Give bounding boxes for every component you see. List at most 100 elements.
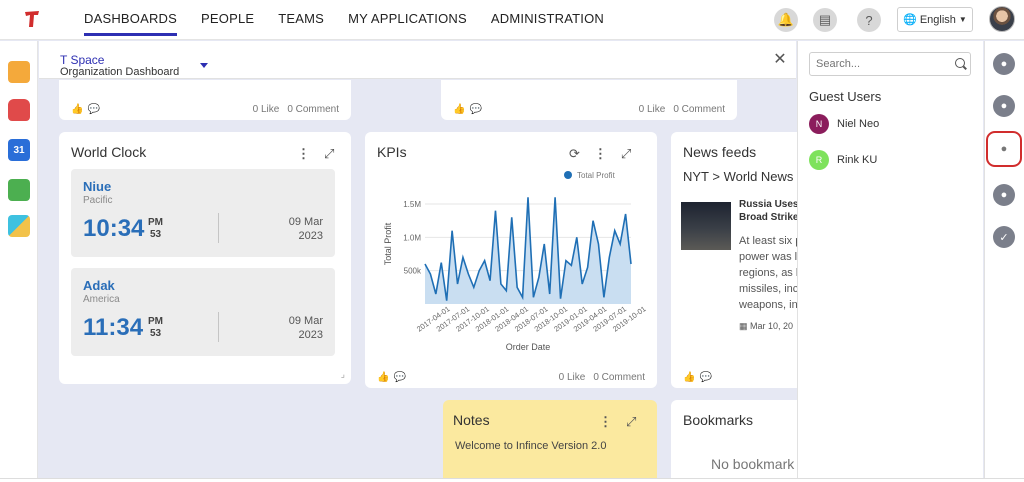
clock-ampm: PM (148, 316, 163, 327)
partial-widget-card: 👍 💬 0 Like 0 Comment (441, 80, 737, 120)
resize-handle-icon[interactable]: ⌟ (340, 369, 345, 379)
reaction-icons[interactable]: 👍 💬 (71, 104, 100, 115)
nav-people[interactable]: PEOPLE (201, 11, 255, 26)
top-navigation: DASHBOARDS PEOPLE TEAMS MY APPLICATIONS … (0, 0, 1024, 40)
folder-app-icon[interactable] (8, 61, 30, 83)
comment-icon[interactable]: 💬 (393, 371, 406, 383)
clock-entry: Adak America 11:34 PM 53 09 Mar 2023 (71, 268, 335, 356)
caret-down-icon: ▼ (958, 15, 967, 24)
dashboard-name[interactable]: Organization Dashboard (60, 66, 180, 78)
y-tick-label: 500k (404, 267, 422, 276)
user-name: Niel Neo (837, 118, 880, 130)
search-input[interactable] (809, 52, 971, 76)
like-count: 0 Like (252, 103, 280, 115)
kpi-chart: 500k1.0M1.5M2017-04-012017-07-012017-10-… (383, 171, 648, 352)
clock-region: America (83, 294, 120, 305)
widget-title: Bookmarks (683, 412, 754, 428)
app-rail: 31 (0, 41, 38, 482)
search-icon[interactable] (955, 58, 965, 68)
widget-title: Notes (453, 412, 490, 428)
group-icon[interactable]: ● (993, 184, 1015, 206)
card-footer: 👍 💬 0 Like 0 Comment (441, 98, 737, 120)
calendar-app-icon[interactable]: 31 (8, 139, 30, 161)
x-axis-title: Order Date (506, 342, 551, 352)
panel-title: Guest Users (809, 89, 882, 104)
refresh-icon[interactable]: ⟳ (569, 146, 580, 161)
y-axis-title: Total Profit (383, 222, 393, 265)
like-icon[interactable]: 👍 (377, 371, 390, 383)
comment-count: 0 Comment (287, 103, 339, 115)
more-options-icon[interactable]: ⋮ (297, 146, 310, 161)
news-thumbnail[interactable] (681, 202, 731, 250)
world-clock-widget: World Clock ⋮ ⤢ Niue Pacific 10:34 PM 53… (59, 132, 351, 384)
like-icon[interactable]: 👍 (71, 103, 84, 115)
kpis-widget: KPIs ⟳ ⋮ ⤢ 500k 1.0M 1.5M 2017-04-01 2017-07… (365, 132, 657, 388)
guest-users-panel: Guest Users N Niel Neo R Rink KU (797, 41, 983, 482)
reaction-icons[interactable]: 👍 💬 (377, 372, 406, 383)
bell-icon[interactable]: 🔔 (774, 8, 798, 32)
widget-actions: ⋮ ⤢ (599, 414, 636, 430)
series-line (424, 197, 632, 301)
user-icon[interactable]: ● (993, 95, 1015, 117)
close-panel-button[interactable]: ✕ (765, 43, 795, 75)
card-footer: 👍 💬 (671, 366, 811, 388)
like-icon[interactable]: 👍 (683, 371, 696, 383)
like-icon[interactable]: 👍 (453, 103, 466, 115)
user-initial-avatar: R (809, 150, 829, 170)
widget-actions: ⋮ ⤢ (297, 146, 334, 162)
user-name: Rink KU (837, 154, 878, 166)
widget-actions: ⟳ ⋮ ⤢ (569, 146, 631, 162)
checklist-icon[interactable]: ✓ (993, 226, 1015, 248)
clock-divider (218, 213, 219, 243)
expand-icon[interactable]: ⤢ (620, 146, 632, 161)
guest-users-icon[interactable]: ● (986, 131, 1022, 167)
mail-app-icon[interactable] (8, 99, 30, 121)
calendar-icon: ▦ (739, 321, 748, 331)
comment-icon[interactable]: 💬 (469, 103, 482, 115)
news-feeds-widget: News feeds NYT > World News Russia Uses … (671, 132, 811, 388)
dashboard-caret-icon[interactable] (200, 63, 208, 68)
expand-icon[interactable]: ⤢ (626, 414, 637, 429)
card-footer: 👍 💬 0 Like 0 Comment (365, 366, 657, 388)
like-count: 0 Like (558, 371, 586, 383)
tasks-app-icon[interactable] (8, 179, 30, 201)
user-avatar[interactable] (989, 6, 1015, 32)
news-headline[interactable]: Russia Uses Broad Strike (739, 199, 799, 223)
reaction-icons[interactable]: 👍 💬 (683, 372, 712, 383)
nav-dashboards[interactable]: DASHBOARDS (84, 0, 178, 36)
news-date: ▦ Mar 10, 20 (739, 321, 794, 331)
gallery-app-icon[interactable] (8, 215, 30, 237)
y-tick-label: 1.5M (403, 200, 421, 209)
right-toolbar: ● ● ● ● ✓ (984, 41, 1024, 482)
language-dropdown[interactable]: 🌐 English ▼ (897, 7, 973, 32)
nav-administration[interactable]: ADMINISTRATION (490, 11, 604, 26)
guest-user-row[interactable]: R Rink KU (809, 149, 877, 171)
widget-title: KPIs (377, 144, 407, 160)
clock-city: Adak (83, 278, 115, 293)
space-name[interactable]: T Space (60, 53, 105, 67)
guest-user-row[interactable]: N Niel Neo (809, 113, 879, 135)
nav-teams[interactable]: TEAMS (278, 11, 325, 26)
clock-ampm: PM (148, 217, 163, 228)
y-tick-label: 1.0M (403, 233, 421, 242)
document-icon[interactable]: ▤ (813, 8, 837, 32)
clock-seconds: 53 (150, 328, 162, 339)
comment-icon[interactable]: 💬 (699, 371, 712, 383)
expand-icon[interactable]: ⤢ (324, 146, 335, 161)
more-options-icon[interactable]: ⋮ (593, 146, 607, 161)
company-logo[interactable] (25, 10, 39, 28)
help-icon[interactable]: ? (857, 8, 881, 32)
legend-marker (564, 171, 572, 179)
reaction-icons[interactable]: 👍 💬 (453, 104, 482, 115)
nav-my-applications[interactable]: MY APPLICATIONS (348, 11, 467, 26)
bookmarks-widget: Bookmarks No bookmark (671, 400, 811, 482)
globe-icon: 🌐 (903, 14, 917, 26)
news-source[interactable]: NYT > World News (683, 169, 794, 184)
note-text[interactable]: Welcome to Infince Version 2.0 (455, 440, 607, 452)
user-initial-avatar: N (809, 114, 829, 134)
more-options-icon[interactable]: ⋮ (599, 414, 612, 429)
chat-icon[interactable]: ● (993, 53, 1015, 75)
widget-title: World Clock (71, 144, 147, 160)
empty-bookmarks-text: No bookmark (711, 456, 795, 472)
comment-icon[interactable]: 💬 (87, 103, 100, 115)
